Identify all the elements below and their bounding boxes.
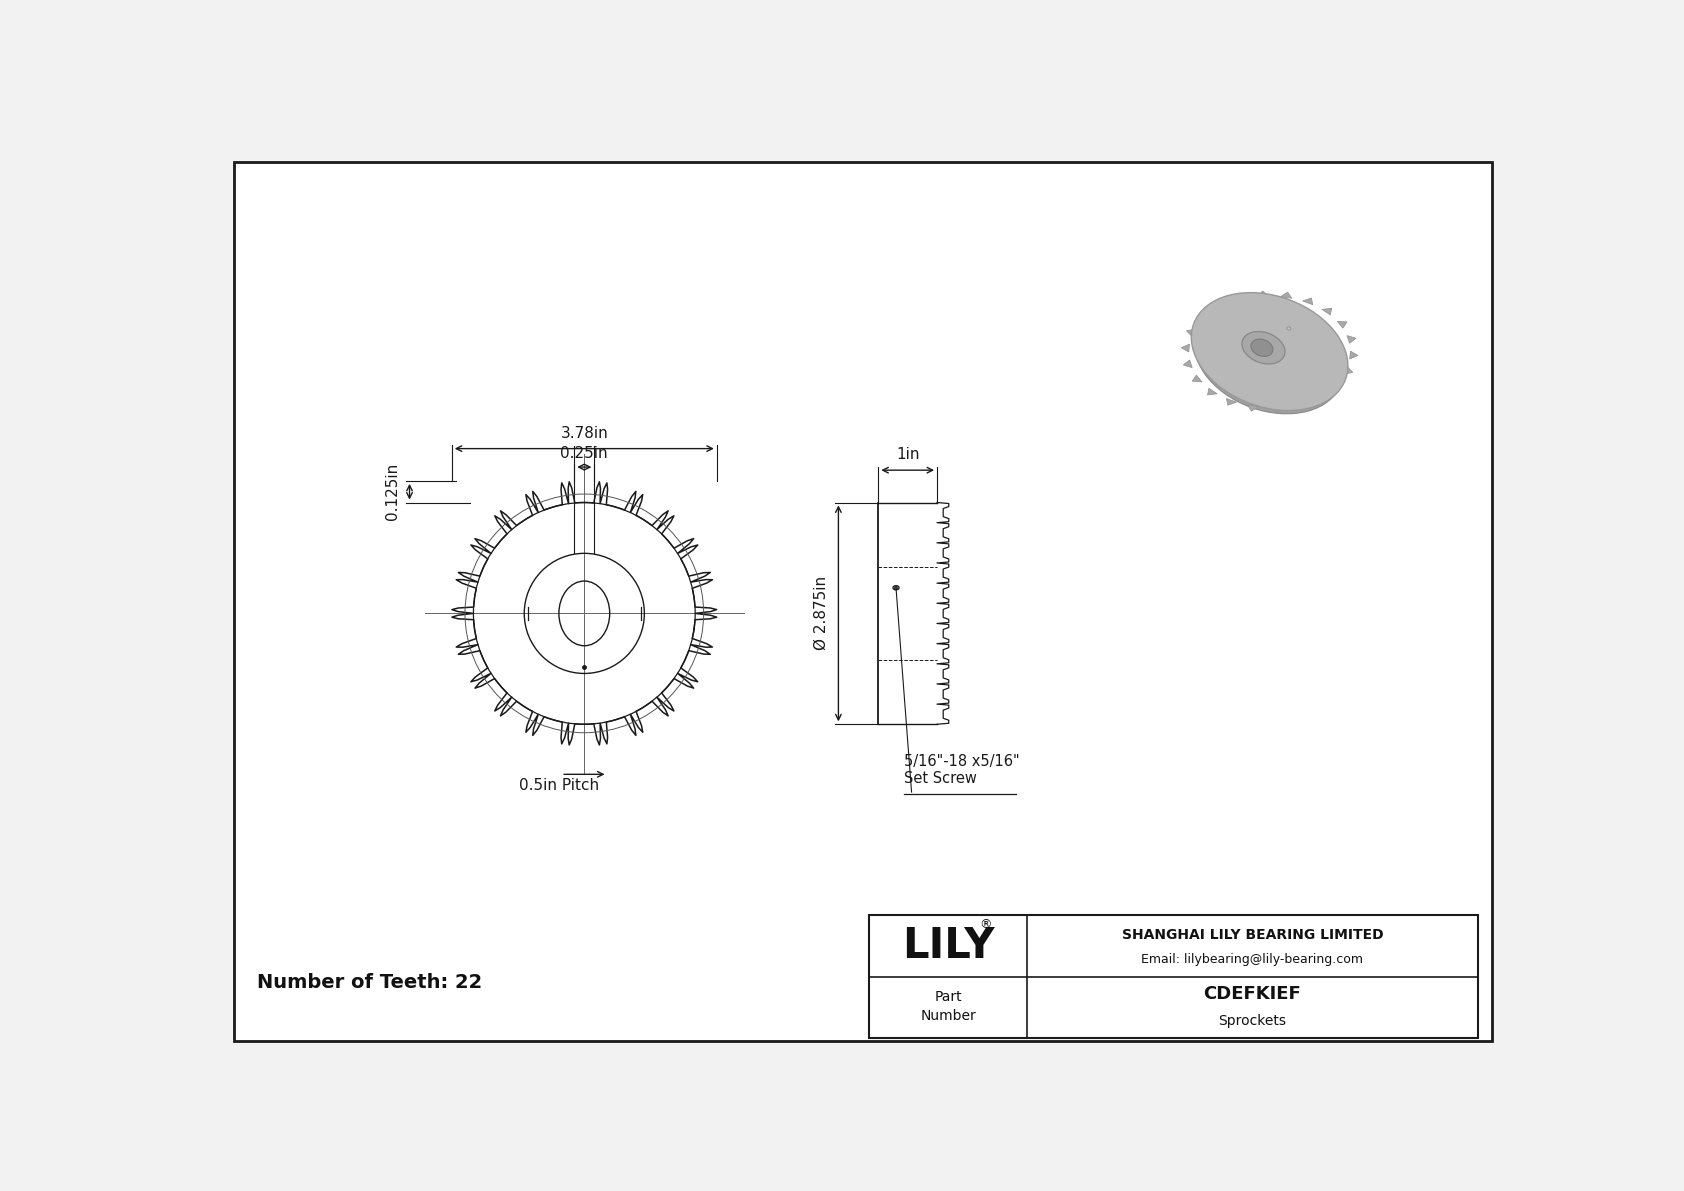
Text: ®: ®: [978, 918, 992, 931]
Polygon shape: [1270, 406, 1282, 412]
Polygon shape: [1199, 316, 1207, 322]
Polygon shape: [1280, 292, 1292, 298]
Polygon shape: [1192, 375, 1202, 382]
Text: CDEFKIEF: CDEFKIEF: [1204, 985, 1302, 1003]
Polygon shape: [1216, 304, 1226, 310]
Text: Email: lilybearing@lily-bearing.com: Email: lilybearing@lily-bearing.com: [1142, 953, 1364, 966]
Polygon shape: [1248, 405, 1258, 411]
Polygon shape: [1314, 393, 1324, 400]
Polygon shape: [1293, 401, 1303, 409]
Polygon shape: [1347, 336, 1356, 343]
Ellipse shape: [1287, 326, 1292, 330]
Text: 3.78in: 3.78in: [561, 426, 608, 441]
Polygon shape: [1344, 367, 1352, 374]
Text: 0.25in: 0.25in: [561, 445, 608, 461]
Text: SHANGHAI LILY BEARING LIMITED: SHANGHAI LILY BEARING LIMITED: [1122, 928, 1383, 942]
Bar: [869, 915, 1477, 1039]
Text: 1in: 1in: [896, 448, 919, 462]
Polygon shape: [1180, 344, 1189, 353]
Polygon shape: [1337, 322, 1347, 329]
Polygon shape: [1236, 294, 1246, 301]
Polygon shape: [1330, 381, 1340, 387]
Ellipse shape: [1241, 331, 1285, 364]
Polygon shape: [1349, 351, 1357, 358]
Polygon shape: [1187, 329, 1196, 336]
Text: Ø 2.875in: Ø 2.875in: [813, 576, 829, 650]
Text: 0.5in Pitch: 0.5in Pitch: [519, 778, 600, 793]
Text: 5/16"-18 x5/16"
Set Screw: 5/16"-18 x5/16" Set Screw: [904, 754, 1019, 786]
Ellipse shape: [1194, 301, 1344, 413]
Text: LILY: LILY: [903, 925, 995, 967]
Text: Number of Teeth: 22: Number of Teeth: 22: [258, 973, 482, 992]
Ellipse shape: [1191, 293, 1347, 411]
Polygon shape: [1258, 291, 1270, 297]
Polygon shape: [1184, 360, 1192, 368]
Ellipse shape: [1251, 339, 1273, 356]
Text: Part
Number: Part Number: [921, 990, 977, 1023]
Text: Sprockets: Sprockets: [1219, 1015, 1287, 1028]
Polygon shape: [1226, 399, 1236, 405]
Text: 0.125in: 0.125in: [386, 463, 401, 520]
Polygon shape: [1207, 388, 1218, 395]
Polygon shape: [1303, 298, 1314, 305]
Polygon shape: [1322, 308, 1332, 314]
